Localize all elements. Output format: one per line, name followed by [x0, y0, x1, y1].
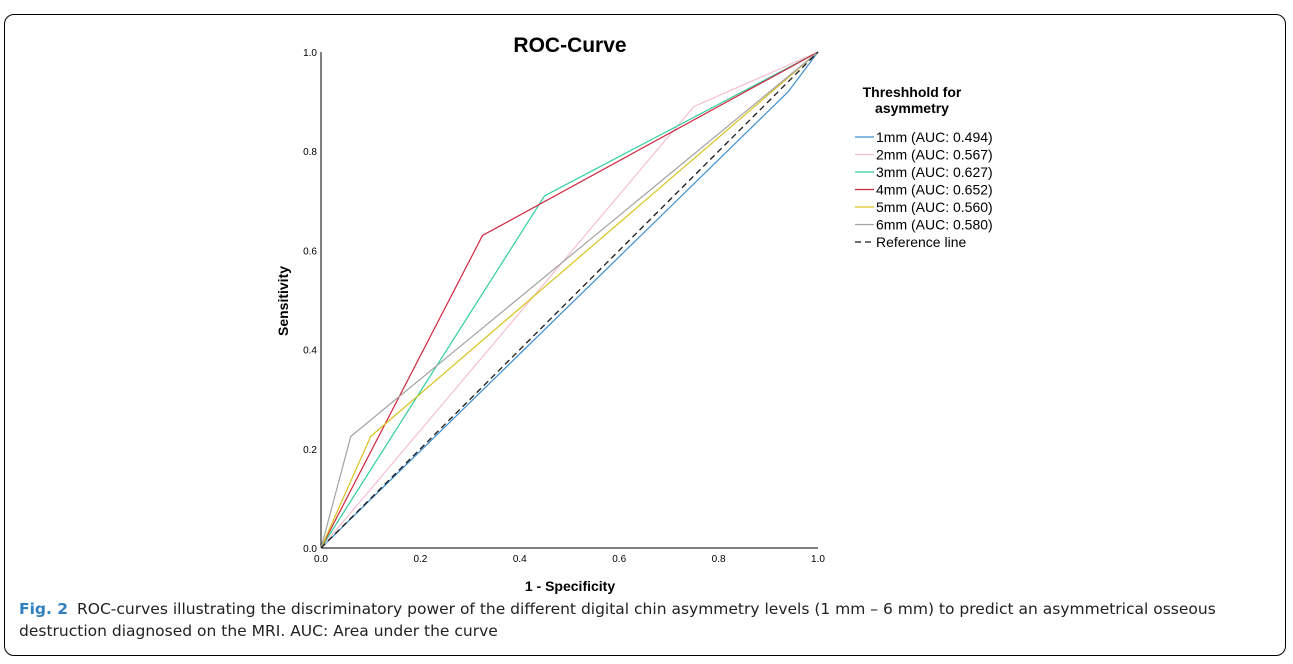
y-tick-label: 1.0: [303, 48, 317, 59]
x-tick-label: 0.8: [712, 554, 726, 565]
figure-caption: Fig. 2 ROC-curves illustrating the discr…: [19, 598, 1259, 642]
series-line-3: [320, 51, 819, 549]
series-line-6: [320, 51, 819, 549]
roc-chart: ROC-Curve 0.0 0.2 0.4 0.6 0.8 1.0 0.0 0.2 0.4 0.6…: [275, 34, 993, 594]
caption-text: ROC-curves illustrating the discriminato…: [19, 600, 1216, 640]
figure-frame: [4, 14, 1286, 656]
y-tick-label: 0.4: [303, 346, 317, 357]
y-tick-label: 0.8: [303, 147, 317, 158]
legend-label-3: 4mm (AUC: 0.652): [876, 182, 993, 198]
x-tick-label: 0.4: [513, 554, 527, 565]
figure-label: Fig. 2: [19, 600, 69, 618]
series-lines: [320, 51, 819, 549]
legend-title-line1: Threshhold for: [863, 84, 962, 100]
legend: Threshhold for asymmetry 1mm (AUC: 0.494…: [855, 84, 993, 250]
y-tick-label: 0.0: [303, 544, 317, 555]
legend-label-0: 1mm (AUC: 0.494): [876, 129, 993, 145]
x-tick-label: 0.6: [612, 554, 626, 565]
x-axis-label: 1 - Specificity: [525, 578, 615, 594]
series-line-1: [320, 51, 819, 549]
y-tick-label: 0.2: [303, 445, 317, 456]
series-line-0: [320, 51, 819, 549]
legend-label-2: 3mm (AUC: 0.627): [876, 164, 993, 180]
legend-label-5: 6mm (AUC: 0.580): [876, 217, 993, 233]
legend-label-4: 5mm (AUC: 0.560): [876, 199, 993, 215]
x-tick-label: 1.0: [811, 554, 825, 565]
tick-labels: 0.0 0.2 0.4 0.6 0.8 1.0 0.0 0.2 0.4 0.6 0.8 1.0: [303, 48, 825, 565]
legend-label-6: Reference line: [876, 234, 966, 250]
chart-title: ROC-Curve: [513, 34, 626, 57]
legend-label-1: 2mm (AUC: 0.567): [876, 147, 993, 163]
y-tick-label: 0.6: [303, 246, 317, 257]
series-line-5: [320, 51, 819, 549]
series-line-2: [320, 51, 819, 549]
legend-title-line2: asymmetry: [875, 100, 949, 116]
y-axis-label: Sensitivity: [275, 266, 291, 336]
axes: [320, 52, 818, 549]
x-tick-label: 0.0: [314, 554, 328, 565]
x-tick-label: 0.2: [413, 554, 427, 565]
series-line-4: [320, 51, 819, 549]
